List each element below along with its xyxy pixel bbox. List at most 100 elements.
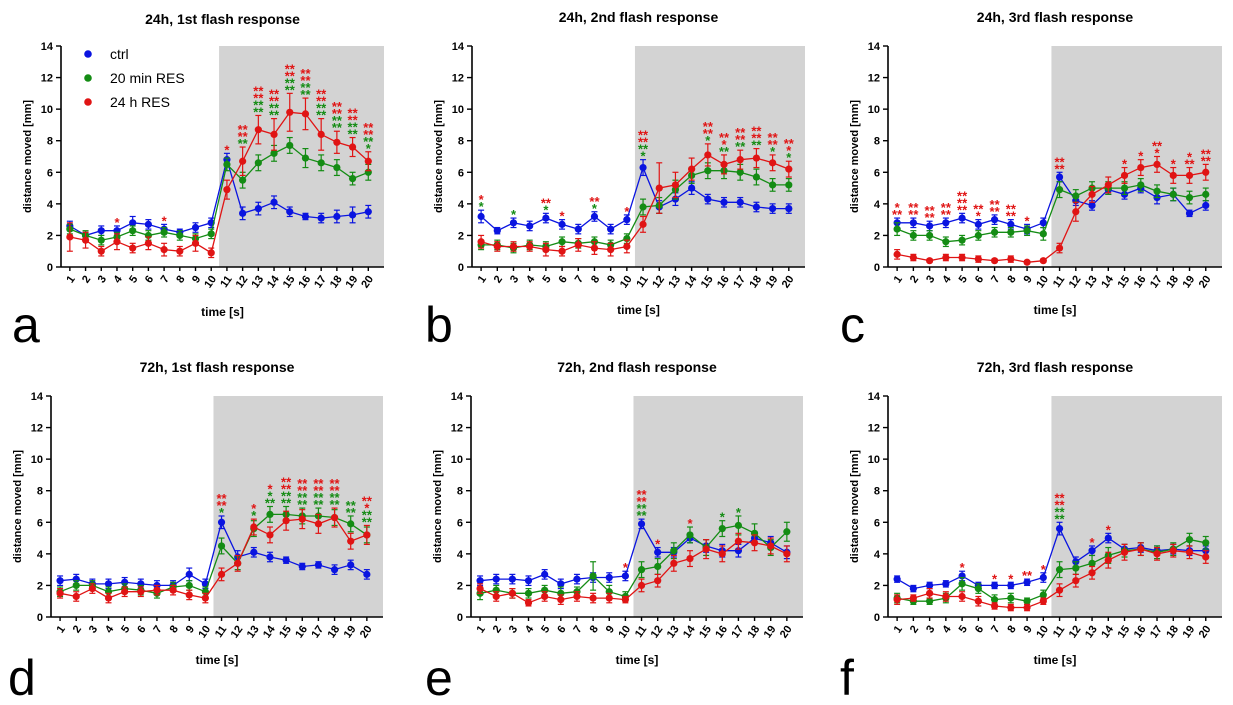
data-point [974,231,982,240]
legend-marker [84,98,92,106]
x-tick-label: 14 [681,623,698,641]
x-tick-label: 11 [213,624,230,640]
data-point [909,253,917,262]
significance-marker: ** [589,194,600,209]
x-tick-label: 9 [184,624,197,636]
data-point [1007,228,1015,236]
data-point [286,141,294,150]
data-point [1185,536,1194,544]
x-tick-label: 1 [475,624,488,636]
data-point [317,159,325,167]
significance-marker: ** [892,207,903,222]
data-point [557,580,565,588]
x-tick-label: 9 [190,274,203,286]
data-point [348,143,357,151]
x-tick-label: 19 [1180,624,1197,641]
significance-marker: ** [313,476,324,491]
data-point [718,525,726,533]
x-tick-label: 5 [540,274,553,286]
data-point [1055,244,1064,252]
data-point [1104,181,1112,189]
significance-marker: ** [1054,497,1065,512]
data-point [314,520,323,528]
significance-marker: * [560,209,566,224]
significance-marker: ** [957,188,968,203]
y-tick-label: 8 [874,136,880,148]
data-point [286,108,294,116]
series-24-h-res [893,542,1210,612]
y-tick-label: 4 [874,199,881,211]
x-tick-label: 18 [328,274,345,291]
data-point [1202,553,1210,561]
data-point [623,216,631,224]
significance-marker: * [770,144,776,159]
data-point [734,521,743,530]
legend-label: 20 min RES [110,70,185,86]
y-tick-label: 4 [458,199,465,211]
data-point [317,130,325,138]
significance-marker: ** [636,501,647,516]
data-point [769,204,777,213]
data-point [526,222,534,230]
data-point [589,594,597,602]
significance-marker: * [687,516,693,531]
significance-marker: ** [316,94,327,109]
data-point [144,239,152,247]
data-point [524,599,533,607]
series-24-h-res [56,507,371,604]
y-tick-label: 2 [47,230,53,242]
y-tick-label: 12 [868,423,880,435]
significance-marker: * [479,192,485,207]
x-axis-label: time [s] [196,653,239,667]
significance-marker: ** [636,508,647,523]
y-tick-label: 4 [37,549,44,561]
data-point [1055,586,1064,594]
significance-marker: ** [638,142,649,157]
data-point [169,586,177,594]
data-point [72,592,80,601]
x-tick-label: 18 [1164,274,1181,291]
data-point [958,253,966,262]
data-point [750,539,759,547]
data-point [926,222,934,230]
x-tick-label: 5 [957,624,970,636]
x-tick-label: 3 [96,274,109,286]
shaded-region [213,396,383,617]
data-point [348,175,357,183]
data-point [207,230,215,238]
x-tick-label: 5 [539,624,552,636]
data-point [942,580,950,588]
significance-marker: ** [751,138,762,153]
significance-marker: ** [1201,153,1212,168]
data-point [493,227,501,235]
significance-marker: ** [735,139,746,154]
y-tick-label: 6 [874,517,880,529]
data-point [104,594,113,602]
data-point [974,597,982,605]
data-point [201,594,209,602]
significance-marker: ** [719,130,730,145]
x-tick-label: 3 [924,624,937,636]
x-tick-label: 15 [281,274,298,291]
significance-marker: ** [1054,511,1065,526]
significance-marker: ** [957,202,968,217]
significance-marker: * [641,149,647,164]
x-tick-label: 7 [989,274,1002,286]
panel-title: 72h, 1st flash response [140,359,295,375]
y-tick-label: 0 [458,262,464,274]
y-tick-label: 12 [31,423,43,435]
data-point [893,225,901,233]
panel-f: 72h, 3rd flash response02468101214distan… [840,359,1222,705]
data-point [670,559,678,567]
x-tick-label: 1 [892,274,905,286]
significance-marker: ** [348,113,359,128]
y-axis-label: distance moved [mm] [849,100,861,213]
significance-marker: ** [297,490,308,505]
data-point [223,160,231,168]
data-point [176,247,184,255]
panel-letter: e [425,650,453,700]
significance-marker: ** [990,197,1001,212]
significance-marker: * [895,200,901,215]
data-point [1072,208,1080,216]
data-point [270,130,278,138]
